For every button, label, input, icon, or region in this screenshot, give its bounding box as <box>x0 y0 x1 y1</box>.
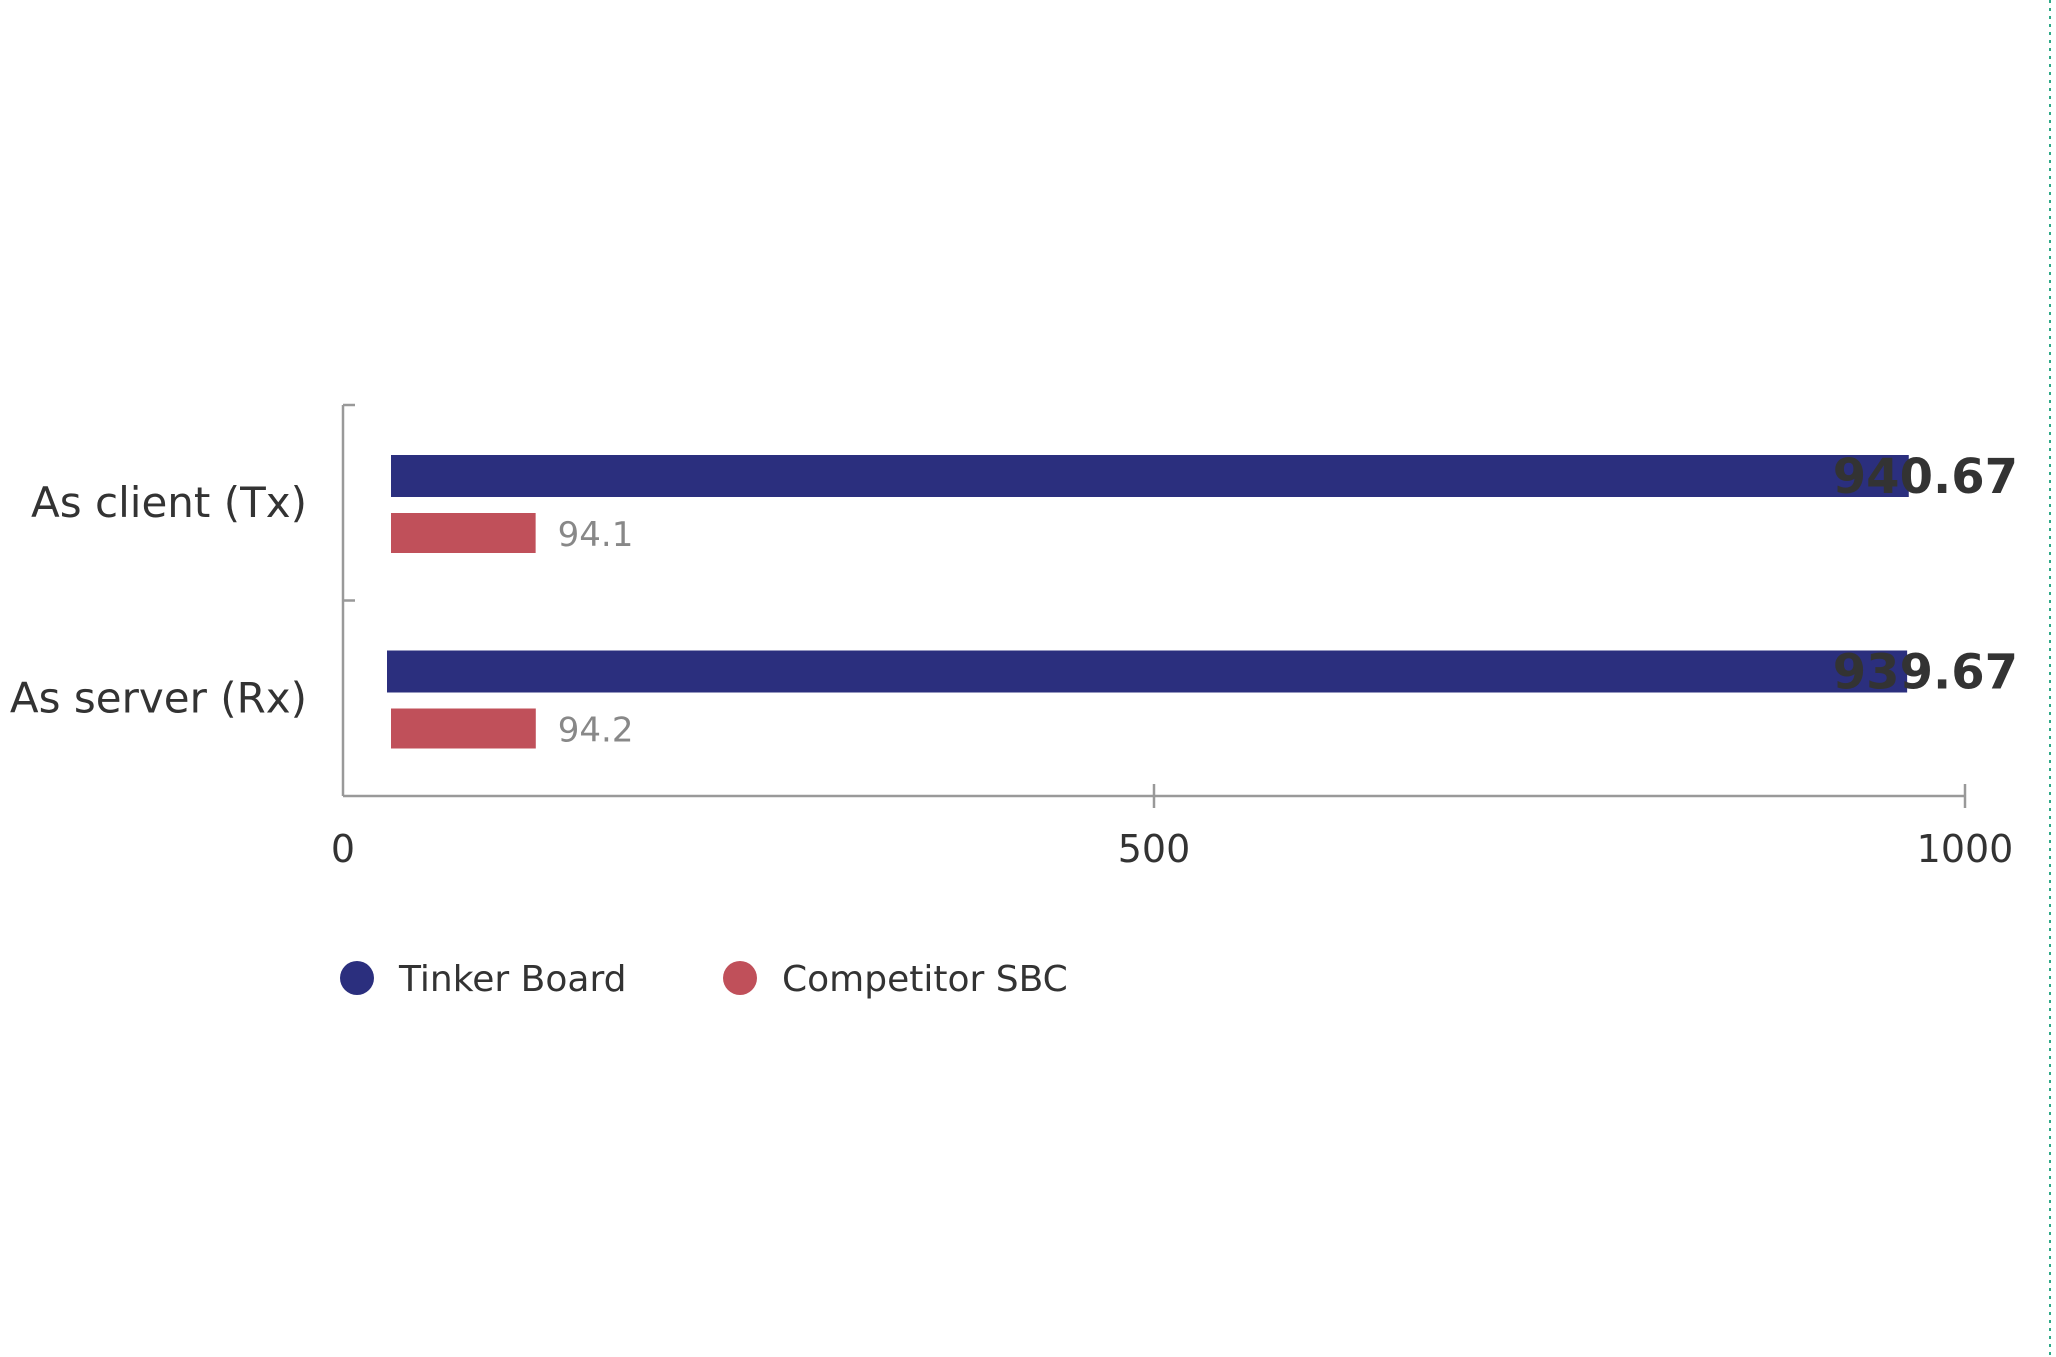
data-label: 940.67 <box>1833 449 2018 505</box>
legend-label: Tinker Board <box>398 959 626 1000</box>
data-label: 94.1 <box>558 515 634 555</box>
category-label: As client (Tx) <box>31 478 307 527</box>
category-labels: As client (Tx) As server (Rx) <box>10 478 307 723</box>
competitor-sbc-bar <box>391 708 536 749</box>
legend-swatch-icon <box>723 961 757 995</box>
category-label: As server (Rx) <box>10 673 307 722</box>
x-tick-label: 500 <box>1118 827 1191 871</box>
x-axis-ticks: 0 500 1000 <box>331 784 2013 871</box>
tinker-board-bar <box>387 650 1908 693</box>
bars: 940.67 94.1 939.67 94.2 <box>387 449 2018 751</box>
competitor-sbc-bar <box>391 513 536 553</box>
data-label: 939.67 <box>1833 645 2018 701</box>
legend-swatch-icon <box>340 961 374 995</box>
data-label: 94.2 <box>558 711 634 751</box>
x-tick-label: 1000 <box>1917 827 2014 871</box>
x-tick-label: 0 <box>331 827 355 871</box>
legend: Tinker Board Competitor SBC <box>340 959 1068 1000</box>
legend-label: Competitor SBC <box>782 959 1068 1000</box>
tinker-board-bar <box>391 455 1909 497</box>
